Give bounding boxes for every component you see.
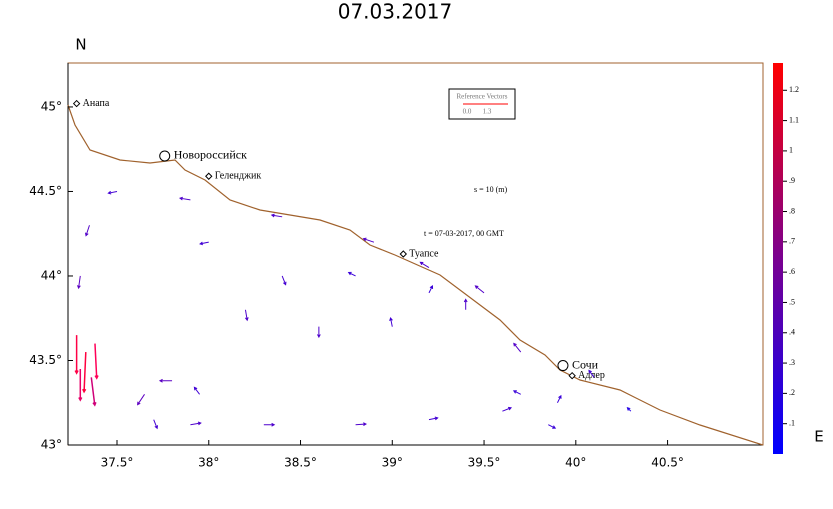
city-marker	[557, 360, 569, 372]
current-vector	[347, 271, 356, 277]
city-label: Новороссийск	[174, 148, 247, 162]
x-tick-label: 39.5°	[468, 456, 501, 470]
x-axis-label: E	[814, 428, 823, 446]
annotation: s = 10 (m)	[474, 185, 508, 194]
colorbar-tick-label: 1.1	[789, 115, 799, 124]
coastline	[67, 104, 764, 446]
reference-max: 1.3	[483, 108, 492, 116]
y-tick-label: 43°	[41, 438, 62, 452]
current-vector	[513, 342, 522, 353]
colorbar-tick-label: .6	[789, 267, 795, 276]
x-tick-label: 38°	[198, 456, 219, 470]
y-tick-label: 44°	[41, 268, 62, 282]
colorbar-tick-label: .4	[789, 328, 795, 337]
city-marker	[568, 371, 576, 380]
colorbar-tick-label: .7	[789, 237, 795, 246]
colorbar-tick-label: .5	[789, 297, 795, 306]
current-vector	[419, 261, 430, 268]
colorbar	[773, 63, 783, 454]
colorbar-tick-label: .2	[789, 388, 795, 397]
colorbar-tick-label: .3	[789, 358, 795, 367]
city-marker	[205, 172, 213, 180]
current-vector	[355, 422, 368, 427]
current-vector	[588, 369, 595, 378]
colorbar-tick-label: .1	[789, 419, 795, 428]
x-tick-label: 39°	[382, 456, 403, 470]
reference-title: Reference Vectors	[457, 93, 508, 101]
x-tick-label: 40°	[565, 456, 586, 470]
current-vector	[178, 196, 191, 201]
colorbar-tick-label: .9	[789, 176, 795, 185]
city-label: Геленджик	[215, 171, 262, 182]
current-vector	[557, 394, 562, 403]
y-tick-label: 43.5°	[29, 353, 62, 367]
colorbar-tick-label: 1	[789, 146, 793, 155]
current-vector	[428, 416, 439, 421]
current-vector	[153, 419, 159, 430]
colorbar-tick-label: 1.2	[789, 85, 799, 94]
city-label: Адлер	[578, 370, 605, 381]
current-vector	[502, 406, 513, 412]
city-label: Сочи	[572, 357, 599, 371]
current-vector	[316, 326, 321, 339]
city-marker	[159, 150, 171, 162]
colorbar-tick-label: .8	[789, 206, 795, 215]
current-vector	[389, 317, 393, 327]
current-vector	[428, 285, 434, 294]
annotation: t = 07-03-2017, 00 GMT	[424, 229, 504, 238]
current-vector	[190, 421, 202, 426]
current-vector	[474, 285, 485, 294]
current-vector	[107, 190, 118, 195]
city-label: Туапсе	[409, 248, 439, 259]
x-tick-label: 37.5°	[101, 456, 134, 470]
current-vector	[362, 237, 375, 243]
current-vector	[626, 406, 632, 412]
current-vector	[137, 394, 145, 406]
current-vector	[84, 225, 90, 237]
current-vector	[74, 335, 79, 375]
current-vector	[82, 352, 87, 394]
current-vector	[281, 275, 287, 286]
current-vector	[77, 275, 81, 290]
city-marker	[399, 250, 408, 258]
current-vector	[78, 368, 83, 402]
y-tick-label: 44.5°	[29, 184, 62, 198]
current-vector	[270, 213, 283, 218]
current-vector	[193, 386, 200, 395]
current-vector	[463, 298, 468, 310]
x-tick-label: 38.5°	[284, 456, 317, 470]
title: 07.03.2017	[338, 0, 453, 24]
city-label: Анапа	[83, 98, 110, 109]
x-tick-label: 40.5°	[651, 456, 684, 470]
current-vector	[199, 241, 209, 246]
current-vector	[263, 422, 276, 427]
current-vector	[94, 343, 99, 380]
current-vector	[548, 424, 557, 429]
reference-min: 0.0	[463, 108, 472, 116]
y-tick-label: 45°	[41, 99, 62, 113]
current-vector	[512, 390, 521, 395]
current-vector	[90, 377, 97, 407]
current-vector	[244, 309, 249, 322]
y-axis-label: N	[75, 36, 86, 54]
city-marker	[72, 99, 81, 108]
current-vector	[158, 378, 173, 383]
